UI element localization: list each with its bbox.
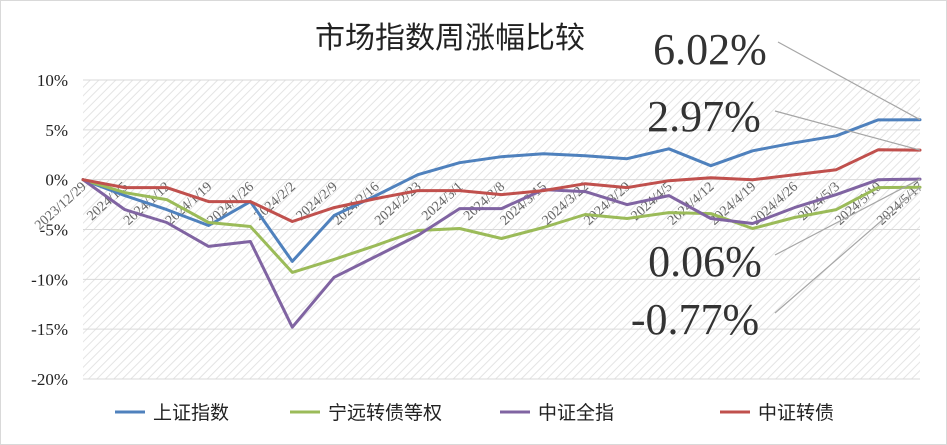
annotation-leader xyxy=(774,178,921,256)
y-tick-label: 0% xyxy=(45,171,68,190)
series-line-0 xyxy=(81,118,922,263)
legend-label: 中证转债 xyxy=(758,402,834,424)
y-tick-label: -20% xyxy=(31,370,68,389)
series-line-3 xyxy=(81,148,922,223)
annotation-leader xyxy=(777,41,921,121)
series-line-2 xyxy=(81,177,922,329)
value-annotations: 6.02% 2.97% 0.06% -0.77% xyxy=(631,25,767,344)
y-tick-label: -15% xyxy=(31,320,68,339)
value-annotation: 6.02% xyxy=(653,25,767,74)
legend-label: 上证指数 xyxy=(153,402,229,424)
y-tick-label: 5% xyxy=(45,121,68,140)
series-line-1 xyxy=(81,178,922,274)
legend: 上证指数 宁远转债等权 中证全指 中证转债 xyxy=(115,402,834,424)
chart-title: 市场指数周涨幅比较 xyxy=(315,21,585,56)
y-tick-label: -5% xyxy=(40,221,68,240)
value-annotation: -0.77% xyxy=(631,295,759,344)
legend-label: 宁远转债等权 xyxy=(328,402,442,424)
gridlines xyxy=(83,79,920,380)
legend-label: 中证全指 xyxy=(538,402,614,424)
annotation-leader xyxy=(774,186,921,314)
y-axis: 10% 5% 0% -5% -10% -15% -20% xyxy=(31,71,68,389)
value-annotation: 0.06% xyxy=(648,237,762,286)
y-tick-label: -10% xyxy=(31,270,68,289)
annotation-leader xyxy=(774,110,921,151)
annotation-leaders xyxy=(774,41,921,314)
series-lines xyxy=(81,118,922,329)
y-tick-label: 10% xyxy=(37,71,68,90)
value-annotation: 2.97% xyxy=(647,92,761,141)
